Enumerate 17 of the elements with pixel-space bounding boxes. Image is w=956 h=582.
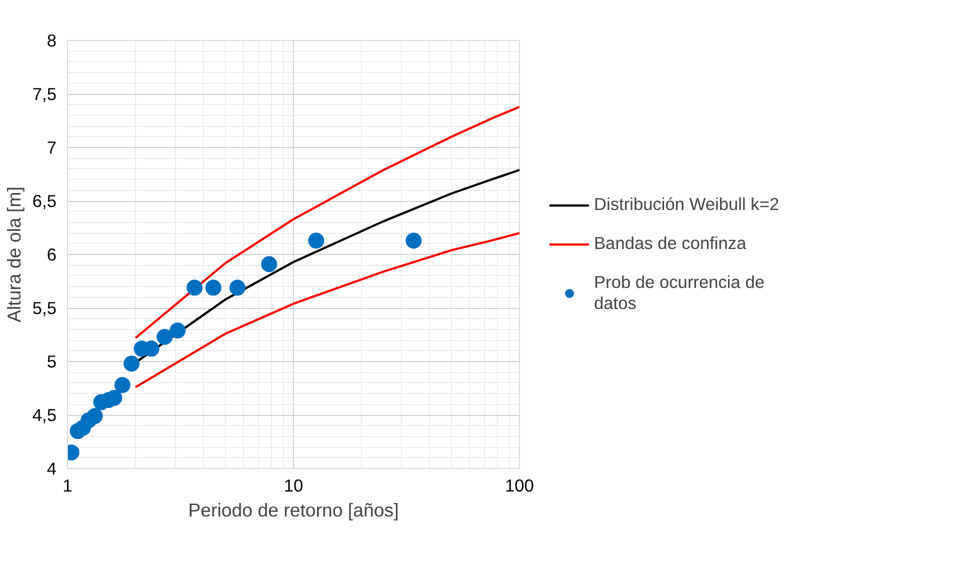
x-tick-label: 1 bbox=[62, 476, 72, 496]
y-tick-label: 8 bbox=[46, 30, 57, 50]
y-tick-label: 5 bbox=[46, 352, 57, 372]
x-axis-title: Periodo de retorno [años] bbox=[188, 500, 399, 520]
x-tick-label: 10 bbox=[284, 476, 304, 496]
y-tick-label: 7 bbox=[46, 138, 57, 158]
y-tick-label: 6 bbox=[46, 244, 57, 264]
x-tick-label: 100 bbox=[505, 476, 534, 496]
legend-label: Bandas de confinza bbox=[594, 233, 746, 254]
y-tick-label: 4 bbox=[46, 458, 57, 478]
y-axis-title: Altura de ola [m] bbox=[3, 186, 24, 322]
y-tick-label: 6,5 bbox=[32, 191, 57, 211]
y-tick-label: 5,5 bbox=[32, 298, 57, 318]
y-tick-label: 4,5 bbox=[32, 405, 57, 425]
legend-label: Distribución Weibull k=2 bbox=[594, 194, 780, 215]
legend-label: Prob de ocurrencia de datos bbox=[594, 272, 764, 314]
y-tick-label: 7,5 bbox=[32, 84, 57, 104]
